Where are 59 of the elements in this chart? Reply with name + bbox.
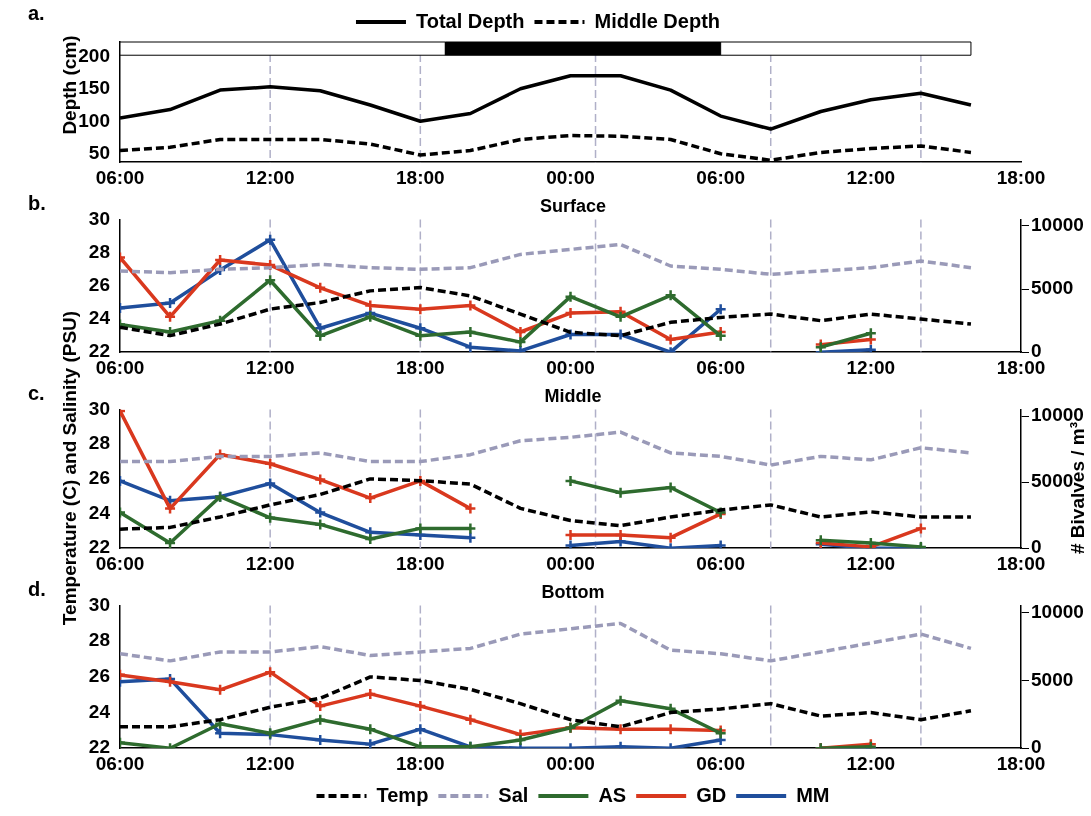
y-tick-label: 24 [88,501,111,523]
x-tick-label: 18:00 [396,166,445,188]
legend-label: Sal [498,783,529,806]
x-tick-label: 00:00 [546,752,595,774]
x-tick-label: 12:00 [245,166,295,188]
x-tick-label: 06:00 [696,356,745,378]
y-tick-label: 30 [88,397,110,419]
legend-label: Total Depth [415,9,525,32]
text: c. [28,381,45,404]
y-tick-label: 30 [88,207,110,229]
x-tick-label: 12:00 [846,552,896,574]
y2-tick-label: 5000 [1031,277,1074,299]
chart-title: Middle [544,385,602,406]
y-tick-label: 150 [78,77,110,99]
text: a. [28,1,45,24]
y-tick-label: 26 [88,665,110,687]
x-tick-label: 00:00 [546,166,595,188]
y2-tick-label: 5000 [1031,668,1074,690]
y-tick-label: 26 [88,467,110,489]
y-tick-label: 100 [78,109,110,131]
legend-label: AS [598,783,627,806]
x-tick-label: 06:00 [95,166,145,188]
x-tick-label: 06:00 [696,166,745,188]
x-tick-label: 06:00 [696,552,745,574]
x-tick-label: 18:00 [996,166,1046,188]
x-tick-label: 12:00 [846,166,896,188]
y-tick-label: 30 [88,593,110,615]
y2-tick-label: 5000 [1031,470,1074,492]
chart-title: Bottom [541,581,605,602]
y2-tick-label: 10000 [1031,214,1084,236]
y2-tick-label: 10000 [1031,600,1084,622]
chart-title: Surface [539,195,607,216]
x-tick-label: 12:00 [846,356,896,378]
y-tick-label: 24 [88,307,111,329]
legend-label: Temp [376,783,429,806]
y-axis-title: Temperature (C) and Salinity (PSU) [59,310,81,626]
y-tick-label: 50 [88,141,110,163]
y-tick-label: 26 [88,274,110,296]
x-tick-label: 12:00 [245,752,295,774]
x-tick-label: 18:00 [396,752,445,774]
text: b. [28,191,46,214]
y-tick-label: 28 [88,432,110,454]
y-axis-title: Depth (cm) [59,35,80,135]
x-tick-label: 18:00 [396,552,445,574]
y-tick-label: 24 [88,700,111,722]
x-tick-label: 12:00 [245,356,295,378]
text: d. [28,577,46,600]
legend-label: MM [796,783,830,806]
y-tick-label: 200 [78,44,110,66]
x-tick-label: 06:00 [696,752,745,774]
legend-label: GD [696,783,727,806]
x-tick-label: 12:00 [846,752,896,774]
x-tick-label: 00:00 [546,356,595,378]
x-tick-label: 00:00 [546,552,595,574]
legend-label: Middle Depth [594,9,721,32]
y-tick-label: 28 [88,629,110,651]
x-tick-label: 18:00 [396,356,445,378]
y-tick-label: 28 [88,240,110,262]
x-tick-label: 12:00 [245,552,295,574]
